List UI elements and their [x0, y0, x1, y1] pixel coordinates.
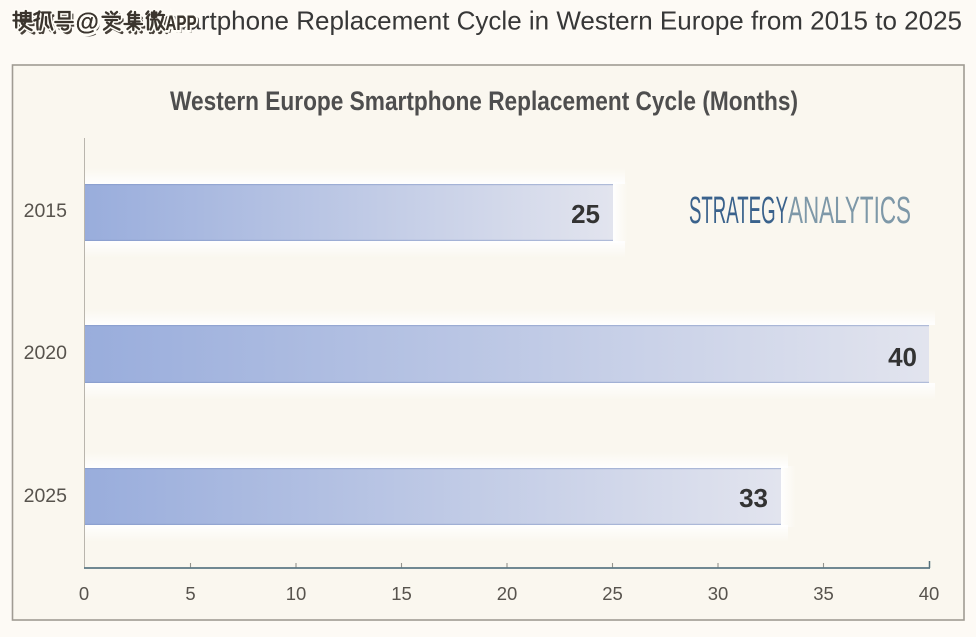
- svg-text:10: 10: [286, 583, 307, 604]
- svg-text:2025: 2025: [24, 485, 68, 507]
- svg-text:0: 0: [79, 583, 89, 604]
- svg-text:@: @: [78, 12, 101, 39]
- svg-text:20: 20: [497, 583, 518, 604]
- svg-text:@: @: [76, 9, 99, 36]
- svg-text:Smartphone Replacement Cycle i: Smartphone Replacement Cycle in Western …: [147, 6, 962, 36]
- svg-text:2015: 2015: [24, 200, 68, 222]
- svg-text:2020: 2020: [24, 342, 68, 364]
- svg-text:40: 40: [919, 583, 940, 604]
- svg-text:40: 40: [888, 342, 917, 372]
- svg-text:5: 5: [185, 583, 195, 604]
- svg-text:STRATEGYANALYTICS: STRATEGYANALYTICS: [689, 190, 911, 232]
- svg-text:35: 35: [813, 583, 834, 604]
- svg-text:APP: APP: [168, 14, 199, 38]
- svg-text:25: 25: [571, 199, 600, 229]
- svg-text:@: @: [76, 9, 99, 36]
- svg-text:Western Europe Smartphone Repl: Western Europe Smartphone Replacement Cy…: [170, 86, 798, 116]
- svg-text:15: 15: [391, 583, 412, 604]
- svg-text:30: 30: [708, 583, 729, 604]
- svg-text:APP: APP: [166, 11, 197, 35]
- svg-text:25: 25: [602, 583, 623, 604]
- svg-text:33: 33: [739, 483, 768, 513]
- svg-text:APP: APP: [166, 11, 197, 35]
